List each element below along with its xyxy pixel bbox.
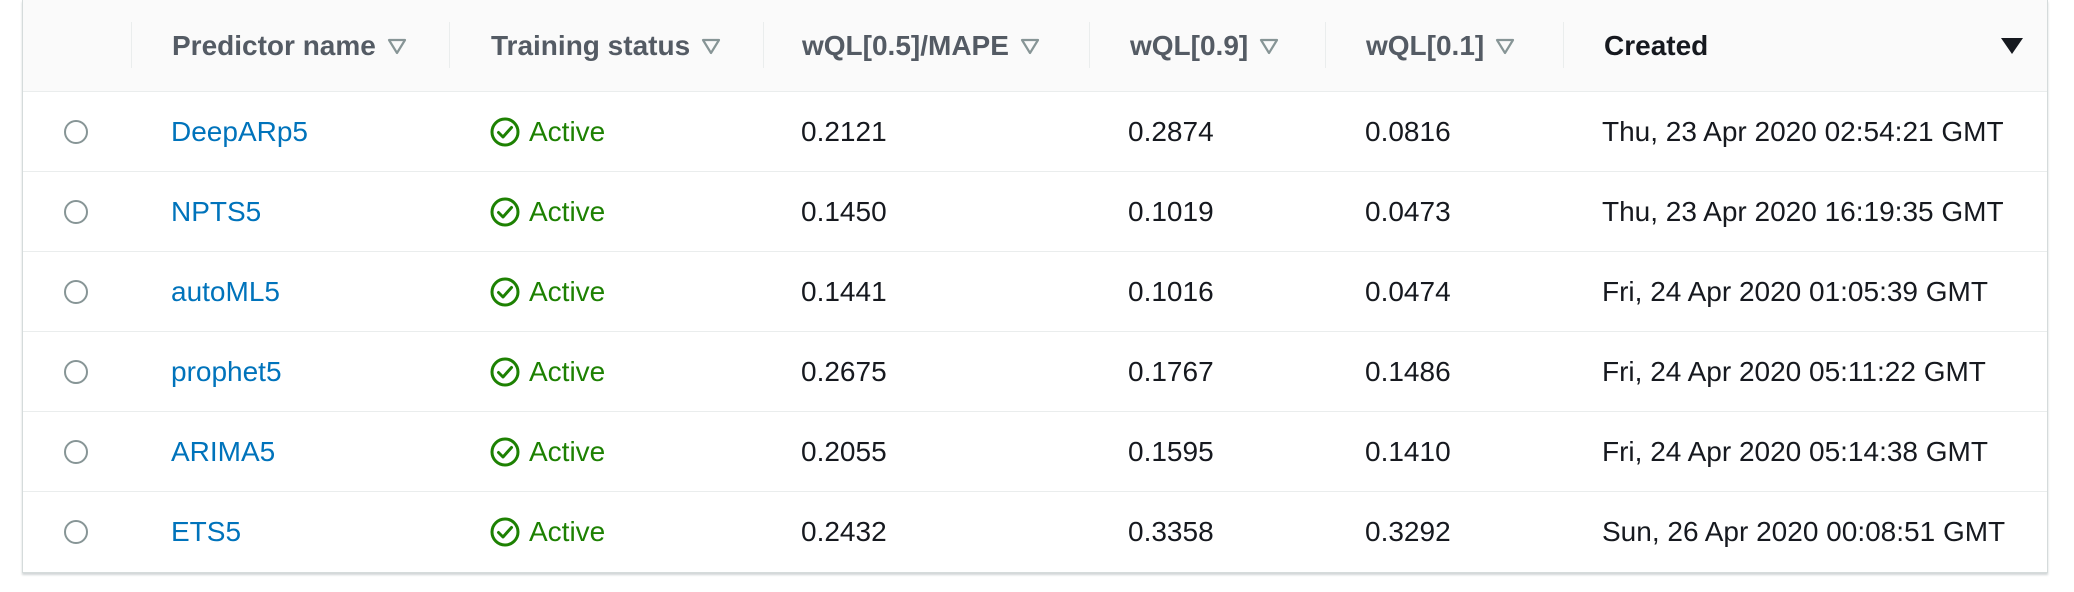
sort-triangle-outline-icon (1496, 38, 1515, 55)
predictor-name-link[interactable]: DeepARp5 (171, 116, 308, 147)
status-indicator: Active (489, 332, 605, 412)
column-header-created[interactable]: Created (1604, 0, 2039, 92)
table-row: DeepARp5 Active 0.2121 0.2874 0.0816 Thu… (23, 92, 2047, 172)
status-indicator: Active (489, 172, 605, 252)
wql-01-value: 0.1410 (1365, 436, 1451, 467)
created-timestamp: Thu, 23 Apr 2020 02:54:21 GMT (1602, 116, 2004, 147)
check-circle-icon (490, 277, 520, 307)
predictor-name-link[interactable]: NPTS5 (171, 196, 262, 227)
column-header-label: Training status (491, 30, 691, 61)
wql-09-value: 0.2874 (1128, 116, 1214, 147)
created-timestamp: Fri, 24 Apr 2020 05:14:38 GMT (1602, 436, 1988, 467)
sort-triangle-outline-icon (387, 38, 406, 55)
status-indicator: Active (489, 92, 605, 172)
header-divider (449, 22, 450, 68)
column-header-label: Predictor name (172, 30, 376, 61)
column-header-label: wQL[0.9] (1130, 30, 1249, 61)
wql-01-value: 0.0474 (1365, 276, 1451, 307)
predictor-name-link[interactable]: ETS5 (171, 516, 242, 547)
wql-01-value: 0.3292 (1365, 516, 1451, 547)
created-timestamp: Fri, 24 Apr 2020 05:11:22 GMT (1602, 356, 1986, 387)
predictor-name-link[interactable]: ARIMA5 (171, 436, 276, 467)
row-select-radio[interactable] (64, 520, 88, 544)
check-circle-icon (490, 437, 520, 467)
wql-05-value: 0.2121 (801, 116, 887, 147)
predictor-name-link[interactable]: prophet5 (171, 356, 282, 387)
wql-01-value: 0.1486 (1365, 356, 1451, 387)
table-header: Predictor name Training status wQL[0.5]/… (23, 0, 2047, 92)
header-divider (131, 22, 132, 68)
wql-01-value: 0.0473 (1365, 196, 1451, 227)
column-header-wql-09[interactable]: wQL[0.9] (1130, 0, 1280, 92)
column-header-label: Created (1604, 30, 1709, 61)
column-header-wql-01[interactable]: wQL[0.1] (1366, 0, 1516, 92)
status-indicator: Active (489, 252, 605, 332)
predictor-name-link[interactable]: autoML5 (171, 276, 280, 307)
wql-05-value: 0.2675 (801, 356, 887, 387)
column-header-wql-05-mape[interactable]: wQL[0.5]/MAPE (802, 0, 1041, 92)
table-row: prophet5 Active 0.2675 0.1767 0.1486 Fri… (23, 332, 2047, 412)
wql-05-value: 0.1450 (801, 196, 887, 227)
wql-09-value: 0.1595 (1128, 436, 1214, 467)
sort-triangle-outline-icon (702, 38, 721, 55)
check-circle-icon (490, 517, 520, 547)
table-row: NPTS5 Active 0.1450 0.1019 0.0473 Thu, 2… (23, 172, 2047, 252)
status-indicator: Active (489, 492, 605, 572)
wql-09-value: 0.1767 (1128, 356, 1214, 387)
table-row: ARIMA5 Active 0.2055 0.1595 0.1410 Fri, … (23, 412, 2047, 492)
wql-05-value: 0.2055 (801, 436, 887, 467)
header-divider (1563, 22, 1564, 68)
check-circle-icon (490, 357, 520, 387)
row-select-radio[interactable] (64, 200, 88, 224)
column-header-training-status[interactable]: Training status (491, 0, 722, 92)
status-label: Active (529, 276, 606, 307)
row-select-radio[interactable] (64, 280, 88, 304)
check-circle-icon (490, 197, 520, 227)
created-timestamp: Thu, 23 Apr 2020 16:19:35 GMT (1602, 196, 2004, 227)
predictors-table: Predictor name Training status wQL[0.5]/… (22, 0, 2048, 573)
wql-09-value: 0.1016 (1128, 276, 1214, 307)
created-timestamp: Sun, 26 Apr 2020 00:08:51 GMT (1602, 516, 2006, 547)
header-divider (1089, 22, 1090, 68)
wql-05-value: 0.2432 (801, 516, 887, 547)
sort-triangle-outline-icon (1260, 38, 1279, 55)
status-label: Active (529, 356, 606, 387)
status-label: Active (529, 436, 606, 467)
sort-triangle-outline-icon (1020, 38, 1040, 55)
column-header-predictor-name[interactable]: Predictor name (172, 0, 408, 92)
status-label: Active (529, 196, 606, 227)
column-header-label: wQL[0.5]/MAPE (802, 30, 1009, 61)
row-select-radio[interactable] (64, 440, 88, 464)
check-circle-icon (490, 117, 520, 147)
row-select-radio[interactable] (64, 120, 88, 144)
created-timestamp: Fri, 24 Apr 2020 01:05:39 GMT (1602, 276, 1988, 307)
sort-descending-filled-icon (2001, 38, 2023, 54)
table-row: ETS5 Active 0.2432 0.3358 0.3292 Sun, 26… (23, 492, 2047, 572)
status-indicator: Active (489, 412, 605, 492)
status-label: Active (529, 116, 606, 147)
table-row: autoML5 Active 0.1441 0.1016 0.0474 Fri,… (23, 252, 2047, 332)
status-label: Active (529, 516, 606, 547)
wql-01-value: 0.0816 (1365, 116, 1451, 147)
wql-09-value: 0.1019 (1128, 196, 1214, 227)
header-divider (1325, 22, 1326, 68)
wql-09-value: 0.3358 (1128, 516, 1214, 547)
column-header-label: wQL[0.1] (1366, 30, 1485, 61)
row-select-radio[interactable] (64, 360, 88, 384)
wql-05-value: 0.1441 (801, 276, 887, 307)
header-divider (763, 22, 764, 68)
